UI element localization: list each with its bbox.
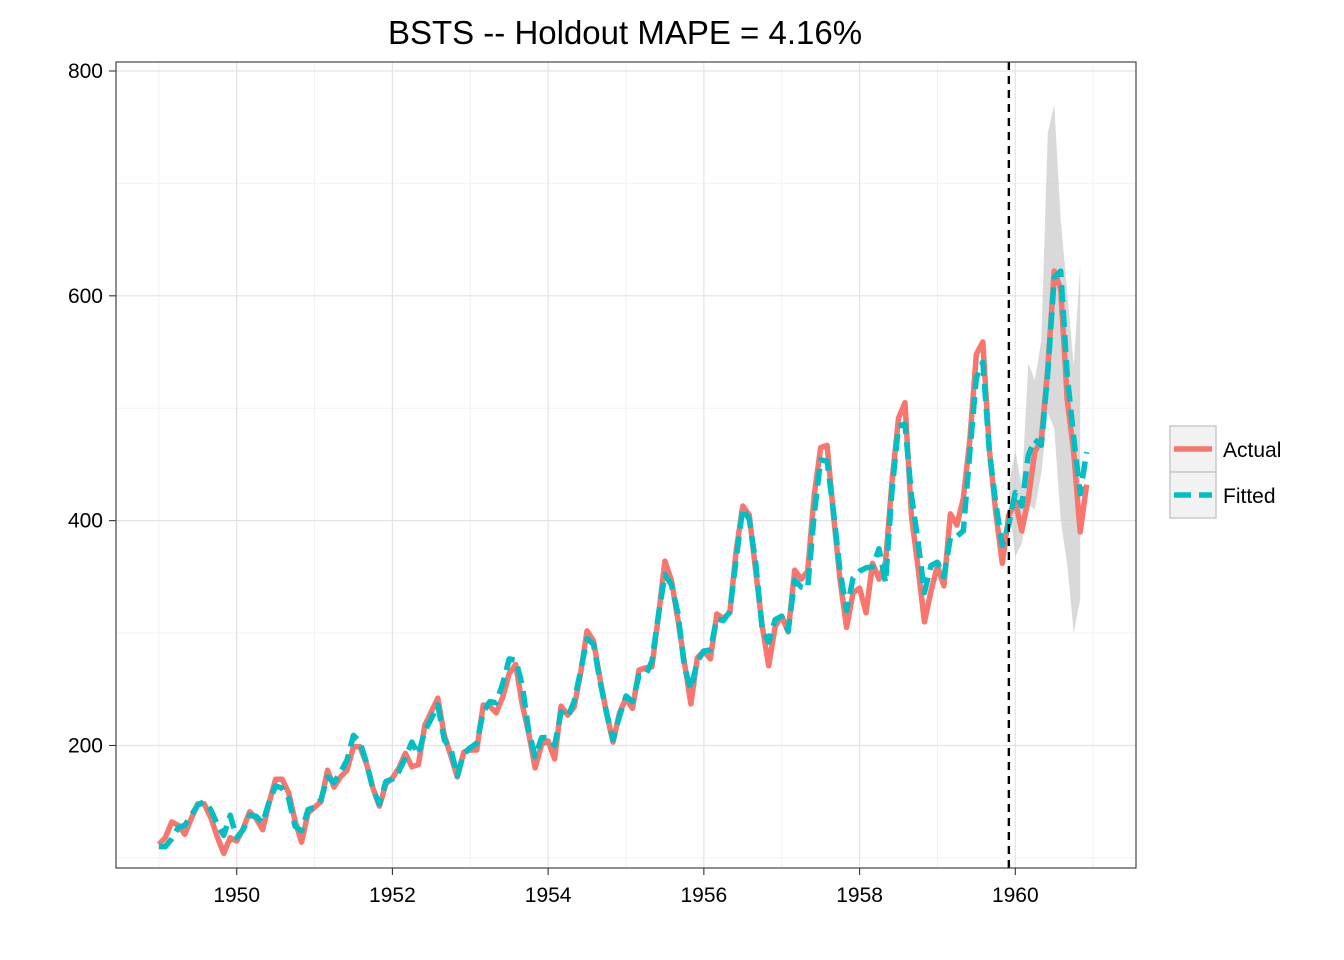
series-line-fitted [158, 268, 1090, 850]
minor-gridlines [116, 62, 1136, 868]
y-tick-label: 800 [68, 60, 103, 83]
series-lines [156, 268, 1090, 857]
x-tick-label: 1958 [836, 884, 883, 907]
plot-panel-border [115, 61, 1137, 869]
x-tick-label: 1950 [213, 884, 260, 907]
x-tick-label: 1956 [681, 884, 728, 907]
chart-title: BSTS -- Holdout MAPE = 4.16% [388, 14, 862, 51]
x-tick-label: 1960 [992, 884, 1039, 907]
legend-label-actual: Actual [1223, 439, 1281, 462]
y-tick-label: 600 [68, 285, 103, 308]
legend-label-fitted: Fitted [1223, 485, 1276, 508]
y-tick-label: 400 [68, 510, 103, 533]
axis-ticks: 1950 1952 1954 1956 1958 1960 200 400 600 800 [68, 60, 1039, 907]
legend: Actual Fitted [1169, 425, 1281, 519]
x-tick-label: 1954 [525, 884, 572, 907]
x-tick-label: 1952 [369, 884, 416, 907]
y-tick-label: 200 [68, 734, 103, 757]
